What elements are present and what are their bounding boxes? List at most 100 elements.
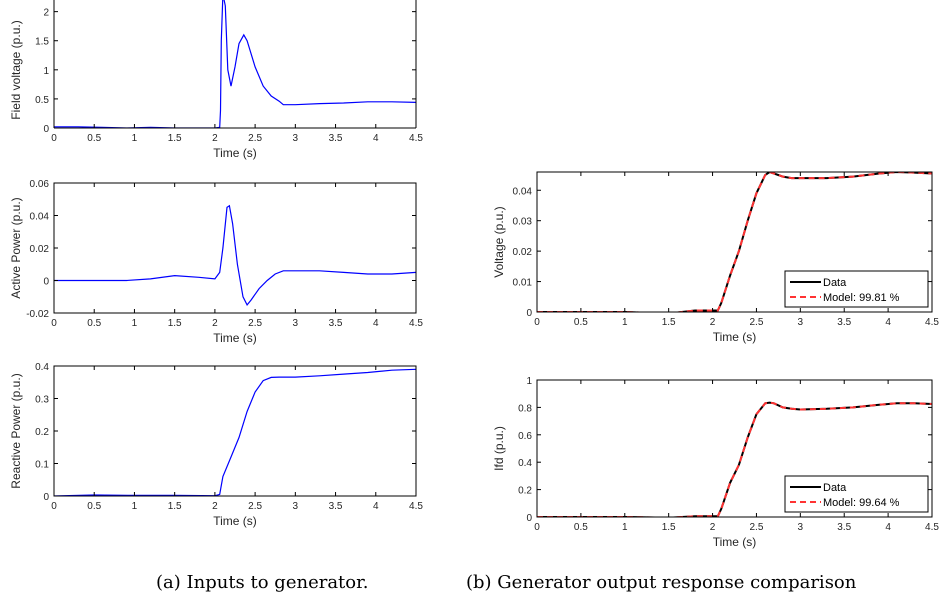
y-tick-label: 1 [43, 66, 49, 77]
x-tick-label: 2 [212, 501, 218, 512]
model-series-line [537, 172, 932, 312]
legend-entry: Data [823, 482, 847, 494]
x-tick-label: 3 [798, 522, 804, 533]
x-tick-label: 2.5 [248, 318, 262, 329]
x-tick-label: 2 [212, 133, 218, 144]
x-tick-label: 0 [534, 522, 540, 533]
y-tick-label: 0.06 [30, 179, 50, 190]
x-axis-label: Time (s) [713, 330, 757, 344]
x-tick-label: 1 [132, 501, 138, 512]
y-tick-label: 0.4 [518, 458, 532, 469]
x-tick-label: 2 [212, 318, 218, 329]
y-axis-label: Ifd (p.u.) [492, 426, 506, 471]
axes-box [536, 171, 933, 313]
input-series-line [54, 368, 416, 496]
y-tick-label: 0 [526, 308, 532, 319]
legend-entry: Model: 99.64 % [823, 497, 900, 509]
y-tick-label: 0 [43, 277, 49, 288]
y-tick-label: 0.6 [518, 431, 532, 442]
legend-box [784, 475, 929, 513]
y-tick-label: 0.01 [513, 278, 533, 289]
x-tick-label: 1.5 [662, 317, 676, 328]
y-axis-label: Voltage (p.u.) [492, 206, 506, 277]
y-tick-label: 0.4 [35, 362, 49, 373]
x-tick-label: 3.5 [329, 501, 343, 512]
x-tick-label: 1.5 [168, 501, 182, 512]
x-tick-label: 3 [293, 318, 299, 329]
x-tick-label: 4 [373, 501, 379, 512]
caption-inputs: (a) Inputs to generator. [156, 572, 368, 593]
x-tick-label: 3 [293, 501, 299, 512]
y-tick-label: 1.5 [35, 37, 49, 48]
legend-entry: Model: 99.81 % [823, 292, 900, 304]
active-power-plot: 0 0.5 1 1.5 2 2.5 3 3.5 4 4.5-0.0200.020.040.06Ti… [9, 179, 423, 345]
y-tick-label: 0.02 [513, 247, 533, 258]
y-axis-label: Reactive Power (p.u.) [9, 373, 23, 488]
y-tick-label: 0.1 [35, 460, 49, 471]
y-tick-label: 0.8 [518, 403, 532, 414]
x-axis-label: Time (s) [713, 535, 757, 549]
x-tick-label: 0.5 [574, 317, 588, 328]
x-tick-label: 2.5 [248, 133, 262, 144]
y-tick-label: 0.04 [30, 212, 50, 223]
x-tick-label: 1.5 [168, 133, 182, 144]
legend-box [784, 270, 929, 308]
x-tick-label: 4 [885, 522, 891, 533]
y-axis-label: Field voltage (p.u.) [9, 20, 23, 119]
y-tick-label: 0 [43, 492, 49, 503]
y-tick-label: 0.5 [35, 95, 49, 106]
x-tick-label: 4 [373, 318, 379, 329]
field-voltage-plot: 0 0.5 1 1.5 2 2.5 3 3.5 4 4.5 0 0.5 1 1.5 2 Time (s) Fie… [9, 0, 423, 160]
x-tick-label: 1 [132, 318, 138, 329]
x-tick-label: 1 [132, 133, 138, 144]
y-tick-label: 0.2 [35, 427, 49, 438]
x-tick-label: 4.5 [409, 501, 423, 512]
input-series-line [54, 0, 416, 128]
y-axis-label: Active Power (p.u.) [9, 197, 23, 298]
x-tick-label: 2 [710, 317, 716, 328]
x-tick-label: 0.5 [574, 522, 588, 533]
x-tick-label: 3.5 [329, 318, 343, 329]
x-tick-label: 2.5 [749, 317, 763, 328]
y-tick-label: 0 [526, 513, 532, 524]
caption-output-comparison: (b) Generator output response comparison [466, 572, 857, 593]
y-tick-label: 0 [43, 124, 49, 135]
x-tick-label: 1 [622, 522, 628, 533]
x-tick-label: 2 [710, 522, 716, 533]
x-tick-label: 3 [798, 317, 804, 328]
legend-entry: Data [823, 277, 847, 289]
axes-box [53, 365, 417, 497]
x-tick-label: 3.5 [329, 133, 343, 144]
x-tick-label: 4 [885, 317, 891, 328]
x-tick-label: 2.5 [248, 501, 262, 512]
y-tick-label: 0.04 [513, 186, 533, 197]
x-tick-label: 3 [293, 133, 299, 144]
y-tick-label: 0.3 [35, 395, 49, 406]
y-tick-label: 1 [526, 376, 532, 387]
y-tick-label: -0.02 [26, 309, 49, 320]
x-tick-label: 3.5 [837, 317, 851, 328]
x-tick-label: 0 [51, 501, 57, 512]
x-axis-label: Time (s) [213, 146, 257, 160]
x-tick-label: 2.5 [749, 522, 763, 533]
x-tick-label: 0.5 [87, 133, 101, 144]
y-tick-label: 0.03 [513, 217, 533, 228]
x-axis-label: Time (s) [213, 514, 257, 528]
x-tick-label: 3.5 [837, 522, 851, 533]
x-tick-label: 1.5 [168, 318, 182, 329]
y-tick-label: 2 [43, 8, 49, 19]
x-tick-label: 4.5 [925, 317, 939, 328]
x-tick-label: 4.5 [409, 318, 423, 329]
x-tick-label: 0 [51, 318, 57, 329]
y-tick-label: 0.2 [518, 486, 532, 497]
x-tick-label: 4.5 [925, 522, 939, 533]
x-tick-label: 1 [622, 317, 628, 328]
y-tick-label: 0.02 [30, 244, 50, 255]
x-tick-label: 1.5 [662, 522, 676, 533]
x-tick-label: 4 [373, 133, 379, 144]
x-tick-label: 0.5 [87, 501, 101, 512]
ifd-comparison-plot: 0 0.5 1 1.5 2 2.5 3 3.5 4 4.5 0 0.2 0.4 0.6 0.8 1 Time (… [492, 376, 939, 549]
axes-box [536, 379, 933, 518]
reactive-power-plot: 0 0.5 1 1.5 2 2.5 3 3.5 4 4.5 0 0.1 0.2 0.3 0.4 Time (s… [9, 362, 423, 528]
